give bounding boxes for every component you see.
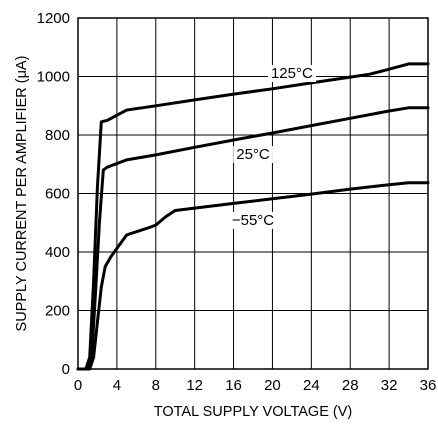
x-axis-title: TOTAL SUPPLY VOLTAGE (V) bbox=[154, 404, 353, 420]
series-lines bbox=[76, 62, 430, 371]
x-tick-label: 0 bbox=[74, 377, 82, 394]
x-tick-label: 36 bbox=[420, 377, 437, 394]
x-tick-label: 28 bbox=[342, 377, 359, 394]
x-tick-label: 8 bbox=[152, 377, 160, 394]
y-tick-label: 0 bbox=[62, 361, 70, 378]
series-label-background bbox=[267, 64, 316, 82]
x-tick-label: 24 bbox=[303, 377, 320, 394]
y-axis-title: SUPPLY CURRENT PER AMPLIFIER (μA) bbox=[14, 56, 30, 332]
y-tick-labels: 0 200 400 600 800 1000 1200 bbox=[37, 10, 70, 378]
plot-frame bbox=[77, 17, 429, 370]
y-tick-label: 200 bbox=[45, 303, 70, 320]
x-tick-label: 32 bbox=[381, 377, 398, 394]
x-tick-label: 16 bbox=[225, 377, 242, 394]
grid-lines bbox=[78, 18, 428, 369]
series-label: 125°C bbox=[271, 65, 313, 82]
x-tick-label: 12 bbox=[186, 377, 203, 394]
series-line bbox=[76, 62, 430, 371]
series-label: 25°C bbox=[236, 146, 270, 163]
y-tick-label: 1000 bbox=[37, 69, 70, 86]
y-tick-label: 800 bbox=[45, 127, 70, 144]
x-tick-label: 4 bbox=[113, 377, 121, 394]
x-tick-labels: 0 4 8 12 16 20 24 28 32 36 bbox=[74, 377, 437, 394]
x-tick-label: 20 bbox=[264, 377, 281, 394]
series-label-background bbox=[228, 211, 278, 229]
series-label-background bbox=[233, 146, 273, 164]
series-line bbox=[76, 106, 430, 371]
series-labels: 125°C 25°C −55°C bbox=[228, 64, 316, 229]
y-tick-label: 1200 bbox=[37, 10, 70, 27]
y-tick-label: 600 bbox=[45, 186, 70, 203]
series-label: −55°C bbox=[232, 212, 274, 229]
y-tick-label: 400 bbox=[45, 244, 70, 261]
series-line bbox=[76, 181, 430, 371]
